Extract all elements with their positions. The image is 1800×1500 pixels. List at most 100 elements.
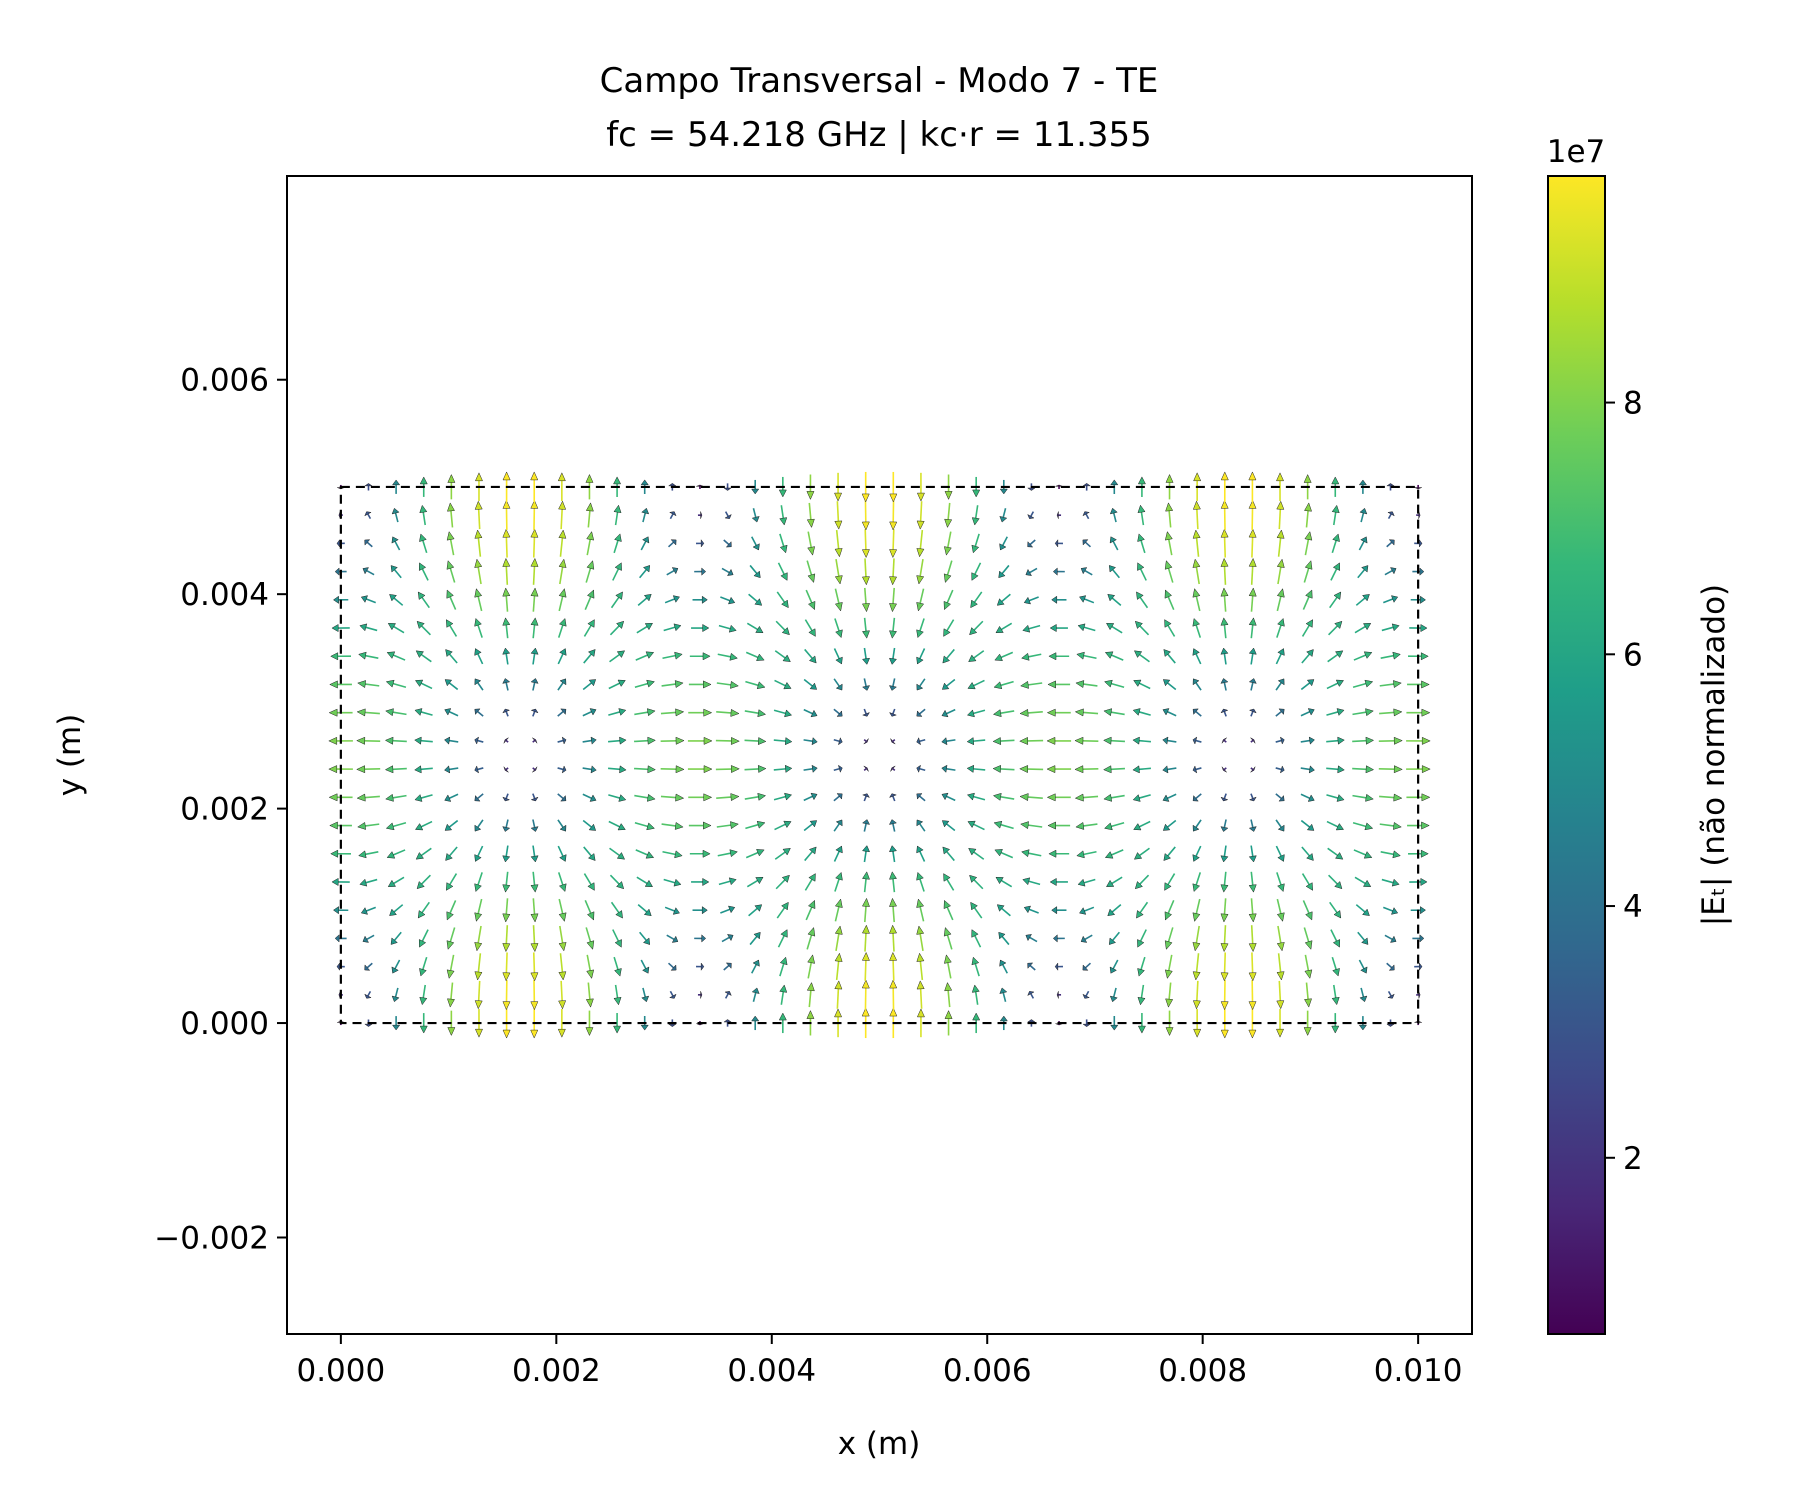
quiver-arrow (445, 873, 458, 891)
quiver-arrow (1384, 934, 1397, 943)
arrow-shaft (836, 988, 840, 1009)
arrow-shaft (1195, 682, 1202, 691)
arrow-shaft (919, 878, 925, 892)
arrow-shaft (947, 962, 952, 979)
quiver-arrow (1192, 980, 1201, 1010)
arrow-shaft (1029, 936, 1038, 943)
arrow-shaft (973, 679, 985, 687)
arrow-head (1308, 765, 1315, 774)
arrow-head (1363, 651, 1373, 659)
arrow-head (356, 708, 366, 717)
arrow-head (474, 912, 483, 922)
quiver-arrow (1354, 876, 1372, 887)
quiver-arrow (721, 567, 734, 577)
arrow-head (418, 939, 427, 948)
arrow-head (999, 987, 1008, 995)
arrow-shaft (1275, 653, 1282, 665)
quiver-arrow (385, 821, 407, 831)
arrow-head (502, 1001, 511, 1011)
arrow-head (730, 680, 739, 689)
arrow-head (1276, 472, 1285, 482)
arrow-head (890, 765, 896, 772)
quiver-arrow (1054, 962, 1063, 971)
arrow-shaft (973, 709, 986, 715)
arrow-head (728, 624, 737, 633)
arrow-shaft (892, 960, 895, 981)
quiver-arrow (1275, 845, 1285, 862)
arrow-shaft (718, 624, 731, 630)
arrow-shaft (1167, 846, 1176, 857)
arrow-head (1137, 939, 1145, 948)
arrow-head (1137, 996, 1146, 1006)
quiver-arrow (502, 845, 511, 863)
quiver-arrow (1303, 927, 1313, 950)
arrow-head (971, 929, 979, 938)
arrow-head (916, 520, 925, 530)
arrow-shaft (919, 588, 925, 604)
quiver-arrow (1163, 649, 1176, 664)
quiver-arrow (1412, 934, 1425, 943)
quiver-arrow (364, 483, 373, 491)
quiver-arrow (385, 708, 407, 717)
arrow-head (757, 737, 767, 746)
arrow-head (530, 796, 539, 802)
arrow-shaft (532, 711, 536, 717)
arrow-head (862, 871, 870, 880)
arrow-head (861, 819, 871, 825)
arrow-head (1304, 998, 1312, 1008)
arrow-shaft (1300, 682, 1311, 691)
arrow-head (356, 736, 366, 745)
arrow-shaft (946, 739, 956, 742)
quiver-arrow (1103, 736, 1125, 745)
quiver-arrow (364, 511, 372, 520)
arrow-shaft (1028, 880, 1041, 886)
quiver-arrow (1192, 765, 1202, 774)
arrow-head (807, 899, 816, 910)
quiver-arrow (751, 959, 760, 974)
quiver-arrow (749, 931, 761, 946)
arrow-head (530, 1029, 539, 1039)
quiver-arrow (889, 951, 898, 981)
quiver-arrow (1275, 736, 1285, 745)
arrow-head (943, 628, 951, 637)
quiver-arrow (1027, 962, 1036, 971)
arrow-head (1365, 793, 1374, 802)
arrow-head (916, 629, 924, 639)
quiver-arrow (999, 508, 1008, 523)
quiver-arrow (1082, 990, 1091, 999)
quiver-arrow (751, 987, 760, 1002)
arrow-shaft (422, 984, 427, 998)
arrow-head (1051, 906, 1058, 915)
quiver-arrow (751, 479, 760, 495)
quiver-arrow (502, 471, 511, 502)
arrow-shaft (1276, 624, 1282, 638)
arrow-shaft (1275, 845, 1282, 857)
arrow-shaft (1111, 821, 1125, 828)
quiver-arrow (916, 737, 926, 746)
arrow-shaft (662, 654, 676, 660)
arrow-shaft (748, 593, 758, 603)
quiver-arrow (1352, 821, 1374, 831)
quiver-arrow (944, 981, 953, 1008)
arrow-shaft (392, 739, 407, 743)
quiver-arrow (419, 956, 428, 977)
arrow-head (941, 709, 949, 718)
quiver-arrow (1165, 982, 1174, 1008)
quiver-arrow (861, 529, 870, 559)
arrow-shaft (724, 993, 729, 999)
arrow-head (530, 499, 539, 509)
arrow-shaft (863, 587, 867, 604)
arrow-head (1388, 964, 1395, 971)
arrow-head (641, 995, 650, 1003)
arrow-head (916, 845, 924, 854)
quiver-arrow (634, 736, 656, 745)
chart-title: Campo Transversal - Modo 7 - TE (600, 61, 1159, 101)
arrow-shaft (393, 654, 406, 661)
arrow-shaft (749, 936, 758, 946)
quiver-arrow (1076, 850, 1097, 859)
arrow-shaft (1357, 569, 1366, 579)
arrow-head (389, 594, 397, 602)
arrow-shaft (974, 562, 982, 575)
arrow-head (474, 1000, 483, 1010)
quiver-arrow (751, 1015, 760, 1031)
